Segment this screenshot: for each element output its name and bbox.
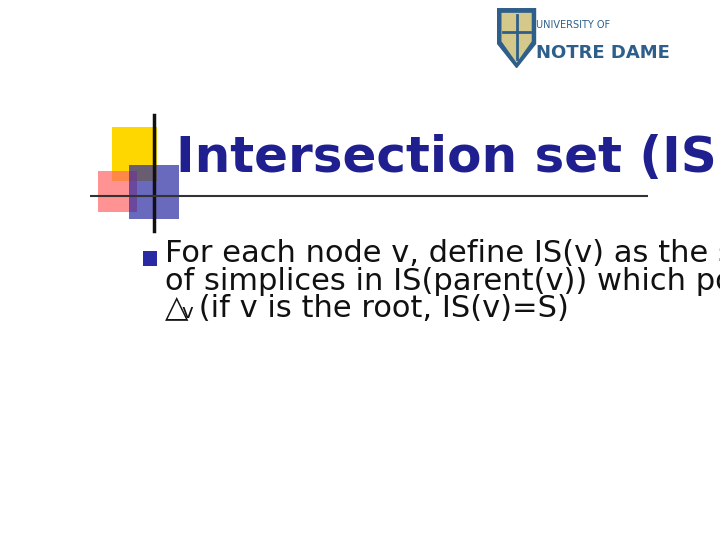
Polygon shape xyxy=(501,13,531,63)
Text: For each node v, define IS(v) as the set: For each node v, define IS(v) as the set xyxy=(166,239,720,268)
FancyBboxPatch shape xyxy=(129,165,179,219)
Text: NOTRE DAME: NOTRE DAME xyxy=(536,44,670,62)
Text: UNIVERSITY OF: UNIVERSITY OF xyxy=(536,20,611,30)
Polygon shape xyxy=(498,8,536,68)
Text: △: △ xyxy=(166,294,189,322)
FancyBboxPatch shape xyxy=(143,251,157,266)
Text: of simplices in IS(parent(v)) which poke: of simplices in IS(parent(v)) which poke xyxy=(166,267,720,295)
Text: (if v is the root, IS(v)=S): (if v is the root, IS(v)=S) xyxy=(189,294,570,322)
Text: v: v xyxy=(181,303,193,322)
FancyBboxPatch shape xyxy=(99,171,138,212)
Text: Intersection set (IS): Intersection set (IS) xyxy=(176,134,720,183)
FancyBboxPatch shape xyxy=(112,127,157,181)
